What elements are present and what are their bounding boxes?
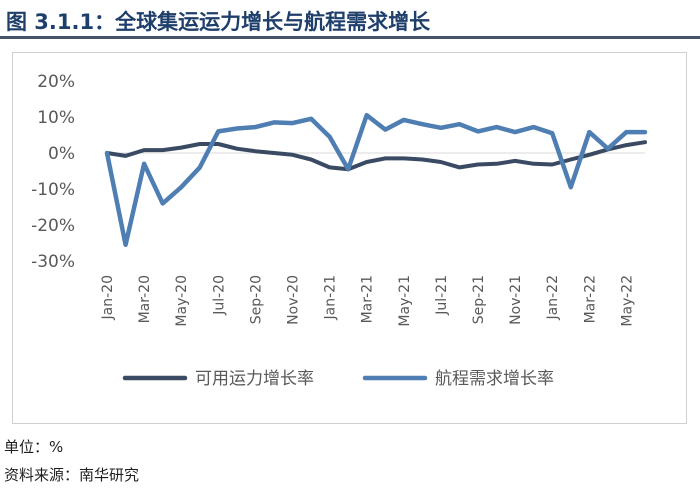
title-bar: 图 3.1.1：全球集运运力增长与航程需求增长	[0, 0, 700, 39]
y-tick-label: -30%	[31, 252, 75, 272]
y-tick-label: 0%	[48, 144, 75, 164]
x-tick-label: Mar-20	[137, 275, 153, 323]
x-tick-label: Jul-21	[434, 275, 450, 316]
y-tick-label: -10%	[31, 180, 75, 200]
x-tick-label: Sep-20	[248, 275, 264, 324]
source-note: 资料来源：南华研究	[4, 466, 140, 484]
line-chart: 20% 10% 0% -10% -20% -30% Jan-20 Mar-20 May-20 Ju…	[31, 72, 648, 389]
x-tick-label: Jan-21	[323, 275, 339, 320]
title-divider	[0, 36, 700, 39]
chart-container: 20% 10% 0% -10% -20% -30% Jan-20 Mar-20 May-20 Ju…	[12, 52, 687, 424]
legend-label-2: 航程需求增长率	[435, 369, 554, 389]
y-tick-label: 10%	[37, 108, 75, 128]
y-tick-label: 20%	[37, 72, 75, 92]
x-tick-label: Mar-22	[582, 275, 598, 323]
x-tick-label: May-20	[174, 275, 190, 327]
x-tick-label: May-21	[397, 275, 413, 327]
x-tick-label: Sep-21	[471, 275, 487, 324]
series-line-2	[104, 112, 648, 248]
page-title: 图 3.1.1：全球集运运力增长与航程需求增长	[6, 10, 431, 34]
x-tick-label: Nov-21	[508, 275, 524, 325]
unit-note: 单位：%	[4, 438, 64, 456]
series-line-1	[105, 140, 647, 172]
x-tick-label: Nov-20	[286, 275, 302, 325]
x-tick-label: Jul-20	[211, 275, 227, 316]
x-tick-label: May-22	[619, 275, 635, 327]
legend-label-1: 可用运力增长率	[195, 369, 314, 389]
y-tick-label: -20%	[31, 216, 75, 236]
x-tick-label: Jan-22	[545, 275, 561, 320]
x-tick-label: Mar-21	[360, 275, 376, 323]
x-tick-label: Jan-20	[100, 275, 116, 320]
